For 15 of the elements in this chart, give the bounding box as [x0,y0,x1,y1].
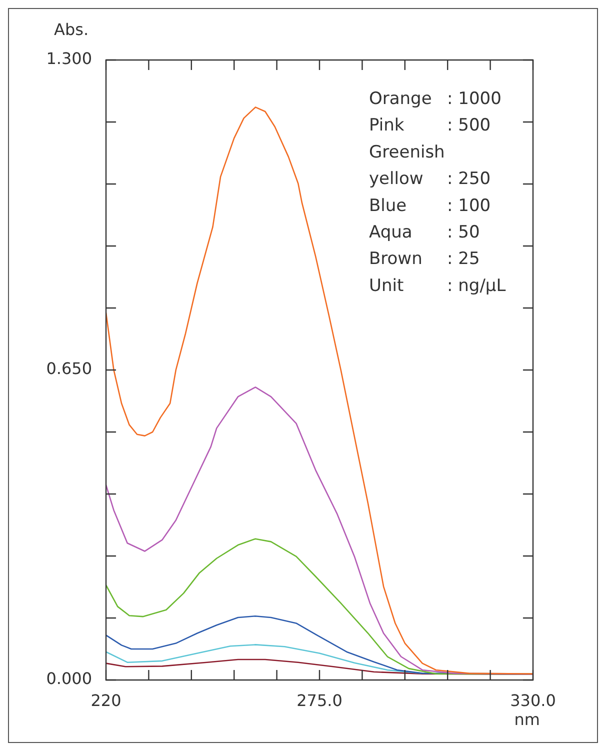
text: Blue : 100 [369,196,491,216]
text: Aqua : 50 [369,222,480,242]
x-tick-label: 330.0 [510,690,556,710]
x-tick-label: 275.0 [296,690,342,710]
y-tick-label: 0.650 [46,359,92,378]
text: Unit : ng/µL [369,276,506,296]
text: Greenish yellow : 250 [369,142,491,190]
annotation: Orange : 1000 [369,89,502,109]
text: Pink : 500 [369,116,491,136]
y-tick-label: 1.300 [46,49,92,68]
x-tick-label: 220 [90,690,122,710]
y-axis-title: Abs. [54,20,89,39]
text: Brown : 25 [369,249,480,270]
x-axis-title: nm [514,710,540,729]
y-tick-label: 0.000 [46,669,92,688]
